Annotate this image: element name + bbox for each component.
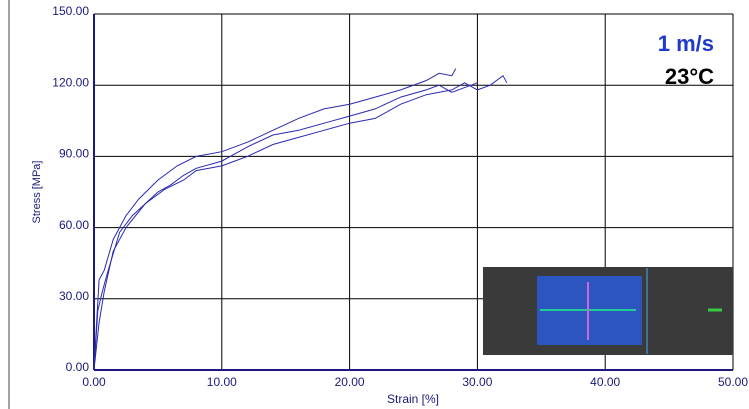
x-tick-label: 30.00 <box>462 375 492 389</box>
y-axis-label: Stress [MPa] <box>31 161 43 224</box>
annotation: 23°C <box>665 64 714 89</box>
y-tick-label: 150.00 <box>52 4 89 18</box>
y-tick-label: 60.00 <box>59 218 89 232</box>
x-tick-label: 20.00 <box>335 375 365 389</box>
y-tick-label: 30.00 <box>59 289 89 303</box>
x-axis-label: Strain [%] <box>387 392 439 406</box>
data-line <box>93 68 457 371</box>
y-tick-label: 90.00 <box>59 147 89 161</box>
data-line <box>93 82 478 371</box>
y-tick-label: 120.00 <box>52 75 89 89</box>
inset-image <box>483 267 733 355</box>
x-tick-label: 50.00 <box>718 375 748 389</box>
data-line <box>93 74 508 371</box>
x-tick-label: 0.00 <box>82 375 106 389</box>
x-tick-label: 10.00 <box>207 375 237 389</box>
y-tick-label: 0.00 <box>66 360 90 374</box>
annotation: 1 m/s <box>658 31 714 56</box>
x-tick-label: 40.00 <box>590 375 620 389</box>
